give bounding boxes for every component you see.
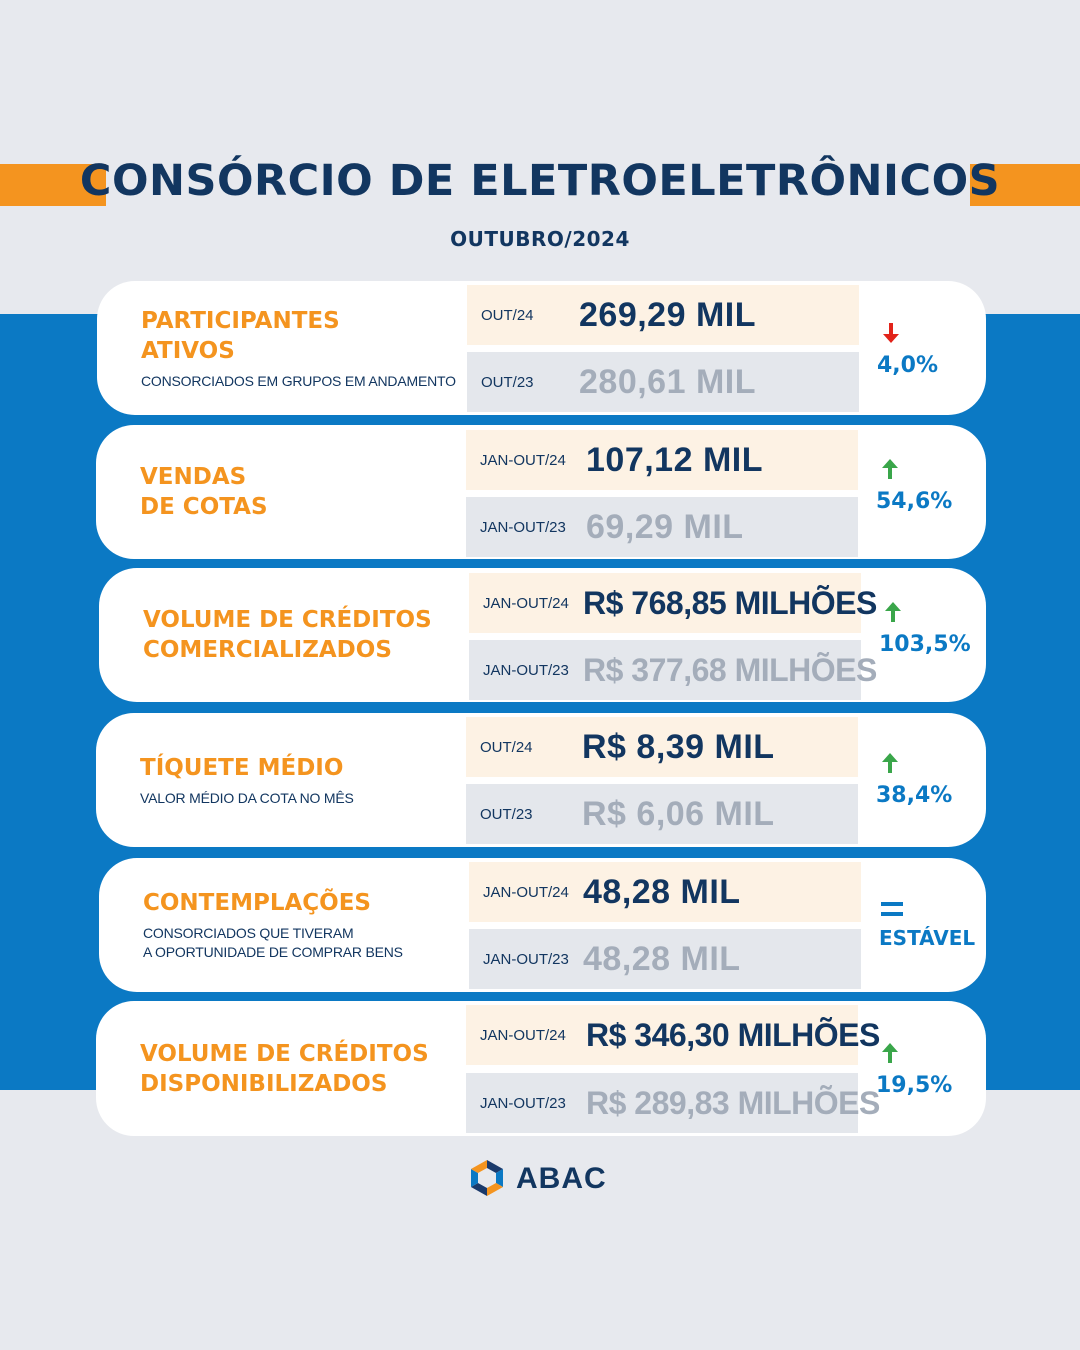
arrow-up-icon <box>882 753 898 773</box>
current-period-label: JAN-OUT/24 <box>483 883 569 901</box>
metric-label: CONTEMPLAÇÕES CONSORCIADOS QUE TIVERAM A… <box>143 858 403 992</box>
previous-period-row: JAN-OUT/23 R$ 289,83 MILHÕES <box>466 1073 880 1133</box>
arrow-up-icon <box>882 459 898 479</box>
metric-description: VALOR MÉDIO DA COTA NO MÊS <box>140 789 354 806</box>
change-indicator: 4,0% <box>877 321 986 378</box>
previous-period-label: OUT/23 <box>480 805 533 823</box>
previous-period-row: OUT/23 280,61 MIL <box>467 352 859 412</box>
metric-label: TÍQUETE MÉDIO VALOR MÉDIO DA COTA NO MÊS <box>140 713 354 847</box>
previous-period-row: OUT/23 R$ 6,06 MIL <box>466 784 858 844</box>
change-value: 38,4% <box>876 783 953 808</box>
current-period-label: JAN-OUT/24 <box>480 451 566 469</box>
previous-value: R$ 377,68 MILHÕES <box>583 651 877 688</box>
previous-period-label: JAN-OUT/23 <box>480 518 566 536</box>
metric-label: VOLUME DE CRÉDITOS COMERCIALIZADOS <box>143 568 432 702</box>
logo-text: ABAC <box>516 1162 607 1195</box>
current-period-label: OUT/24 <box>480 738 533 756</box>
change-indicator: ESTÁVEL <box>879 900 986 950</box>
current-value: R$ 8,39 MIL <box>582 727 775 766</box>
metric-description: CONSORCIADOS EM GRUPOS EM ANDAMENTO <box>141 372 456 389</box>
metric-label: VENDAS DE COTAS <box>140 425 268 559</box>
metric-card-tiquete-medio: TÍQUETE MÉDIO VALOR MÉDIO DA COTA NO MÊS… <box>96 713 986 847</box>
current-period-row: JAN-OUT/24 107,12 MIL <box>466 430 858 490</box>
metric-title: VOLUME DE CRÉDITOS COMERCIALIZADOS <box>143 607 432 663</box>
metric-description: CONSORCIADOS QUE TIVERAM A OPORTUNIDADE … <box>143 925 403 960</box>
change-value: 54,6% <box>876 489 953 514</box>
current-period-label: OUT/24 <box>481 306 534 324</box>
change-value: 103,5% <box>879 632 971 657</box>
previous-period-row: JAN-OUT/23 69,29 MIL <box>466 497 858 557</box>
metric-card-volume-disponibilizados: VOLUME DE CRÉDITOS DISPONIBILIZADOS JAN-… <box>96 1001 986 1136</box>
previous-value: 69,29 MIL <box>586 507 744 546</box>
page-title: CONSÓRCIO DE ELETROELETRÔNICOS <box>79 156 1001 206</box>
current-period-label: JAN-OUT/24 <box>480 1026 566 1044</box>
page-subtitle: OUTUBRO/2024 <box>450 227 630 251</box>
title-accent-bar-left <box>0 164 106 206</box>
metric-label: VOLUME DE CRÉDITOS DISPONIBILIZADOS <box>140 1001 429 1136</box>
equals-icon <box>881 902 903 916</box>
current-period-label: JAN-OUT/24 <box>483 594 569 612</box>
previous-value: 280,61 MIL <box>579 362 756 401</box>
current-period-row: JAN-OUT/24 R$ 768,85 MILHÕES <box>469 573 877 633</box>
metric-title: PARTICIPANTES ATIVOS <box>141 307 340 364</box>
current-value: 107,12 MIL <box>586 440 763 479</box>
metric-label: PARTICIPANTES ATIVOS CONSORCIADOS EM GRU… <box>141 281 456 415</box>
previous-period-row: JAN-OUT/23 R$ 377,68 MILHÕES <box>469 640 877 700</box>
previous-value: R$ 6,06 MIL <box>582 794 775 833</box>
current-value: R$ 768,85 MILHÕES <box>583 584 877 621</box>
arrow-up-icon <box>885 602 901 622</box>
current-period-row: OUT/24 R$ 8,39 MIL <box>466 717 858 777</box>
title-accent-bar-right <box>970 164 1080 206</box>
change-indicator: 54,6% <box>876 457 986 514</box>
previous-period-label: JAN-OUT/23 <box>483 950 569 968</box>
previous-period-label: JAN-OUT/23 <box>480 1094 566 1112</box>
current-value: 269,29 MIL <box>579 295 756 334</box>
metric-title: VENDAS DE COTAS <box>140 464 268 520</box>
metric-title: VOLUME DE CRÉDITOS DISPONIBILIZADOS <box>140 1040 429 1097</box>
change-value: ESTÁVEL <box>879 926 976 950</box>
abac-logo-icon <box>471 1160 503 1196</box>
current-period-row: OUT/24 269,29 MIL <box>467 285 859 345</box>
previous-value: R$ 289,83 MILHÕES <box>586 1084 880 1121</box>
metric-card-volume-comercializados: VOLUME DE CRÉDITOS COMERCIALIZADOS JAN-O… <box>99 568 986 702</box>
change-value: 4,0% <box>877 353 939 378</box>
change-indicator: 103,5% <box>879 600 986 657</box>
metric-title: CONTEMPLAÇÕES <box>143 890 371 916</box>
current-period-row: JAN-OUT/24 R$ 346,30 MILHÕES <box>466 1005 880 1065</box>
change-value: 19,5% <box>876 1073 953 1098</box>
arrow-down-icon <box>883 323 899 343</box>
metric-card-contemplacoes: CONTEMPLAÇÕES CONSORCIADOS QUE TIVERAM A… <box>99 858 986 992</box>
change-indicator: 19,5% <box>876 1041 986 1098</box>
previous-period-label: JAN-OUT/23 <box>483 661 569 679</box>
previous-period-row: JAN-OUT/23 48,28 MIL <box>469 929 861 989</box>
current-period-row: JAN-OUT/24 48,28 MIL <box>469 862 861 922</box>
change-indicator: 38,4% <box>876 751 986 808</box>
abac-logo: ABAC <box>466 1158 616 1204</box>
previous-value: 48,28 MIL <box>583 939 741 978</box>
metric-card-vendas: VENDAS DE COTAS JAN-OUT/24 107,12 MIL JA… <box>96 425 986 559</box>
previous-period-label: OUT/23 <box>481 373 534 391</box>
current-value: 48,28 MIL <box>583 872 741 911</box>
arrow-up-icon <box>882 1043 898 1063</box>
metric-title: TÍQUETE MÉDIO <box>140 754 344 781</box>
current-value: R$ 346,30 MILHÕES <box>586 1016 880 1053</box>
metric-card-participantes: PARTICIPANTES ATIVOS CONSORCIADOS EM GRU… <box>97 281 986 415</box>
